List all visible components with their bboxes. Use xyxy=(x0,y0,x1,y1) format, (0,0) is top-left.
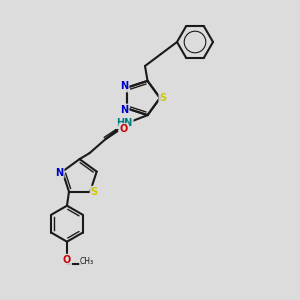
Text: O: O xyxy=(63,255,71,265)
Text: N: N xyxy=(120,105,128,115)
Text: S: S xyxy=(159,93,167,103)
Text: HN: HN xyxy=(116,118,133,128)
Text: S: S xyxy=(91,187,98,197)
Text: N: N xyxy=(56,168,64,178)
Text: O: O xyxy=(119,124,128,134)
Text: CH₃: CH₃ xyxy=(80,257,94,266)
Text: N: N xyxy=(120,81,128,92)
